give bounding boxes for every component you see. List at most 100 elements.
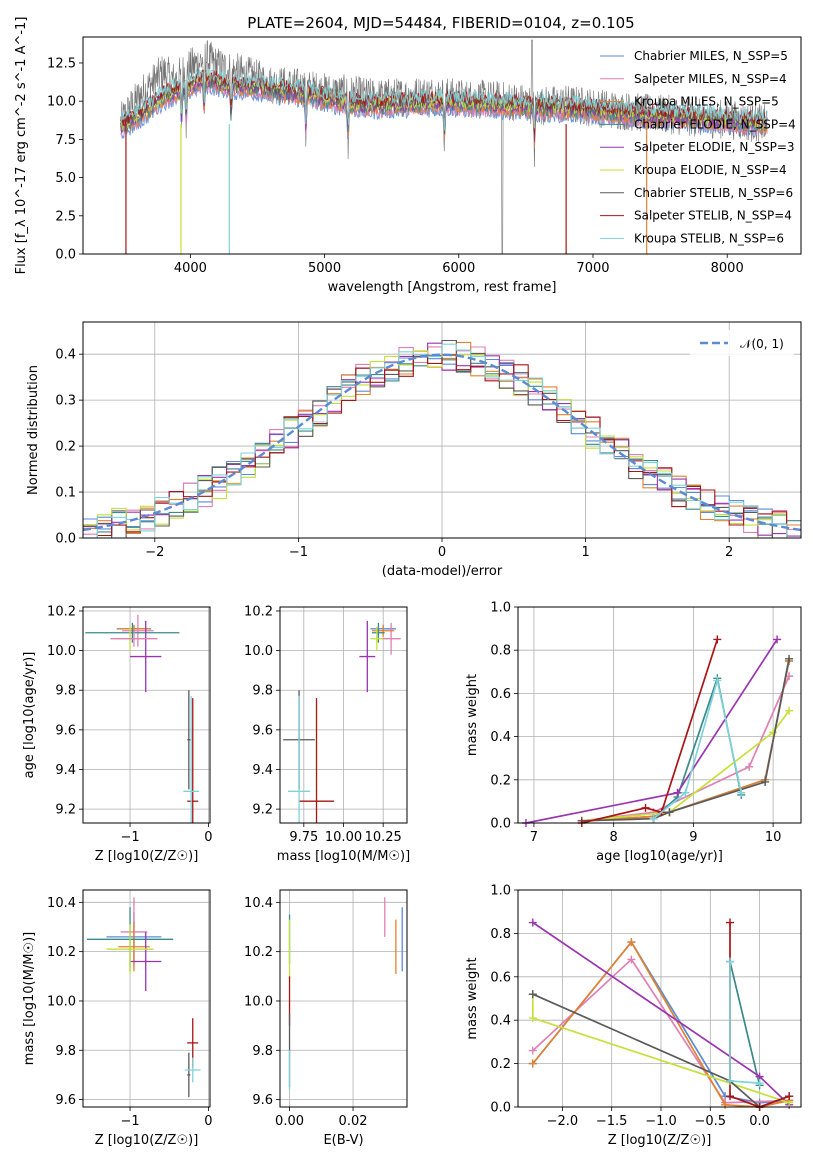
point-marker <box>761 777 770 786</box>
axes-frame <box>82 321 802 539</box>
y-tick-label: 10.2 <box>244 945 273 960</box>
point-marker <box>726 918 735 927</box>
point-marker <box>737 788 746 797</box>
y-tick-label: 10.2 <box>47 945 76 960</box>
x-axis-label: mass [log10(M/M☉)] <box>277 849 410 864</box>
y-tick-label: 0.8 <box>490 927 511 942</box>
y-tick-label: 0.2 <box>55 440 76 455</box>
series-line-kroupa-stelib <box>120 68 768 131</box>
x-tick-label: 7000 <box>576 261 609 276</box>
point-marker <box>627 955 636 964</box>
axes-frame <box>82 889 211 1108</box>
x-tick-label: 5000 <box>308 261 341 276</box>
point-marker <box>681 788 690 797</box>
series-line-chabrier-elodie <box>729 961 761 1086</box>
legend-label: Chabrier ELODIE, N_SSP=4 <box>634 117 796 131</box>
x-tick-label: 0 <box>204 1114 212 1129</box>
x-tick-label: 0 <box>204 830 212 845</box>
x-axis-label: (data-model)/error <box>382 564 503 579</box>
x-tick-label: 8 <box>610 830 618 845</box>
point-marker <box>528 1046 537 1055</box>
x-tick-label: 0 <box>438 545 446 560</box>
point-marker <box>769 728 778 737</box>
x-tick-label: −0.5 <box>694 1114 726 1129</box>
y-tick-label: 9.6 <box>252 1093 273 1108</box>
point-marker <box>785 654 794 663</box>
x-axis-label: Z [log10(Z/Z☉)] <box>95 849 199 864</box>
point-marker <box>785 1092 794 1101</box>
y-tick-label: 10.0 <box>47 644 76 659</box>
y-tick-label: 9.8 <box>252 684 273 699</box>
y-tick-label: 9.8 <box>55 1044 76 1059</box>
x-tick-label: 10 <box>765 830 782 845</box>
x-tick-label: −1 <box>120 1114 139 1129</box>
y-axis-label: mass [log10(M/M☉)] <box>22 932 37 1065</box>
y-tick-label: 10.2 <box>244 604 273 619</box>
legend-label: Salpeter MILES, N_SSP=4 <box>634 72 787 86</box>
point-marker <box>673 788 682 797</box>
axes-frame <box>82 606 211 824</box>
y-tick-label: 9.4 <box>252 763 273 778</box>
y-tick-label: 9.6 <box>55 723 76 738</box>
y-tick-label: 0.0 <box>490 1101 511 1116</box>
panel-mass-vs-metallicity: −1 0 9.6 9.8 10.0 10.2 10.4 Z [log10(Z/Z☉)] mass… <box>22 889 213 1148</box>
axes-frame <box>279 606 408 824</box>
y-tick-label: 0.2 <box>490 1057 511 1072</box>
y-tick-label: 9.6 <box>252 723 273 738</box>
y-tick-label: 10.0 <box>47 994 76 1009</box>
y-tick-label: 10.4 <box>47 896 76 911</box>
legend-label: 𝒩(0, 1) <box>740 337 784 351</box>
series-line-salpeter-miles <box>532 958 790 1104</box>
y-tick-label: 5.0 <box>55 171 76 186</box>
figure-title: PLATE=2604, MJD=54484, FIBERID=0104, z=0… <box>247 14 634 32</box>
x-tick-label: 9 <box>689 830 697 845</box>
y-tick-label: 10.2 <box>47 604 76 619</box>
y-tick-label: 9.6 <box>55 1093 76 1108</box>
axes-frame <box>279 889 408 1108</box>
y-tick-label: 0.1 <box>55 486 76 501</box>
y-tick-label: 0.2 <box>490 773 511 788</box>
x-tick-label: 8000 <box>711 261 744 276</box>
y-tick-label: 0.4 <box>490 1014 511 1029</box>
panel-age-vs-mass: 9.75 10.00 10.25 9.2 9.4 9.6 9.8 10.0 10.2 mass [… <box>244 604 410 864</box>
y-tick-label: 0.0 <box>55 532 76 547</box>
x-tick-label: −1.5 <box>596 1114 628 1129</box>
legend-label: Chabrier MILES, N_SSP=5 <box>634 49 788 63</box>
x-tick-label: 6000 <box>442 261 475 276</box>
x-tick-label: 4000 <box>174 261 207 276</box>
y-axis-label: mass weight <box>465 957 480 1039</box>
y-tick-label: 9.8 <box>55 684 76 699</box>
y-axis-label: Normed distribution <box>26 365 41 495</box>
panel-mass-vs-ebv: 0.00 0.02 9.6 9.8 10.0 10.2 10.4 E(B-V) <box>244 889 408 1148</box>
point-marker <box>713 676 722 685</box>
point-marker <box>641 803 650 812</box>
x-tick-label: 10.25 <box>365 830 402 845</box>
x-tick-label: 10.00 <box>325 830 362 845</box>
histogram-salpeter-stelib <box>83 354 801 538</box>
point-marker <box>665 808 674 817</box>
x-tick-label: 7 <box>530 830 538 845</box>
x-tick-label: 0.0 <box>749 1114 770 1129</box>
y-tick-label: 0.8 <box>490 644 511 659</box>
x-axis-label: E(B-V) <box>323 1133 363 1148</box>
panel-spectrum: 4000 5000 6000 7000 8000 0.0 2.5 5.0 7.5 10.0 12.5… <box>14 17 802 295</box>
panel-age-vs-metallicity: −1 0 9.2 9.4 9.6 9.8 10.0 10.2 Z [log10(Z/Z☉)] ag… <box>22 604 213 864</box>
point-marker <box>726 1076 735 1085</box>
legend-label: Chabrier STELIB, N_SSP=6 <box>634 186 793 200</box>
panel-mass-weight-vs-age: 7 8 9 10 0.0 0.2 0.4 0.6 0.8 1.0 age [log10(age/yr… <box>465 601 802 864</box>
y-tick-label: 0.6 <box>490 687 511 702</box>
y-tick-label: 9.8 <box>252 1044 273 1059</box>
gaussian-reference-line <box>83 353 801 532</box>
histogram-kroupa-stelib <box>83 343 801 538</box>
point-marker <box>755 1079 764 1088</box>
y-tick-label: 2.5 <box>55 209 76 224</box>
legend-label: Kroupa STELIB, N_SSP=6 <box>634 231 784 245</box>
x-axis-label: wavelength [Angstrom, rest frame] <box>328 280 557 295</box>
y-tick-label: 0.6 <box>490 970 511 985</box>
x-tick-label: 0.02 <box>339 1114 368 1129</box>
axes-frame <box>517 889 802 1108</box>
legend-label: Salpeter STELIB, N_SSP=4 <box>634 209 792 223</box>
y-tick-label: 1.0 <box>490 601 511 616</box>
y-tick-label: 10.0 <box>244 644 273 659</box>
